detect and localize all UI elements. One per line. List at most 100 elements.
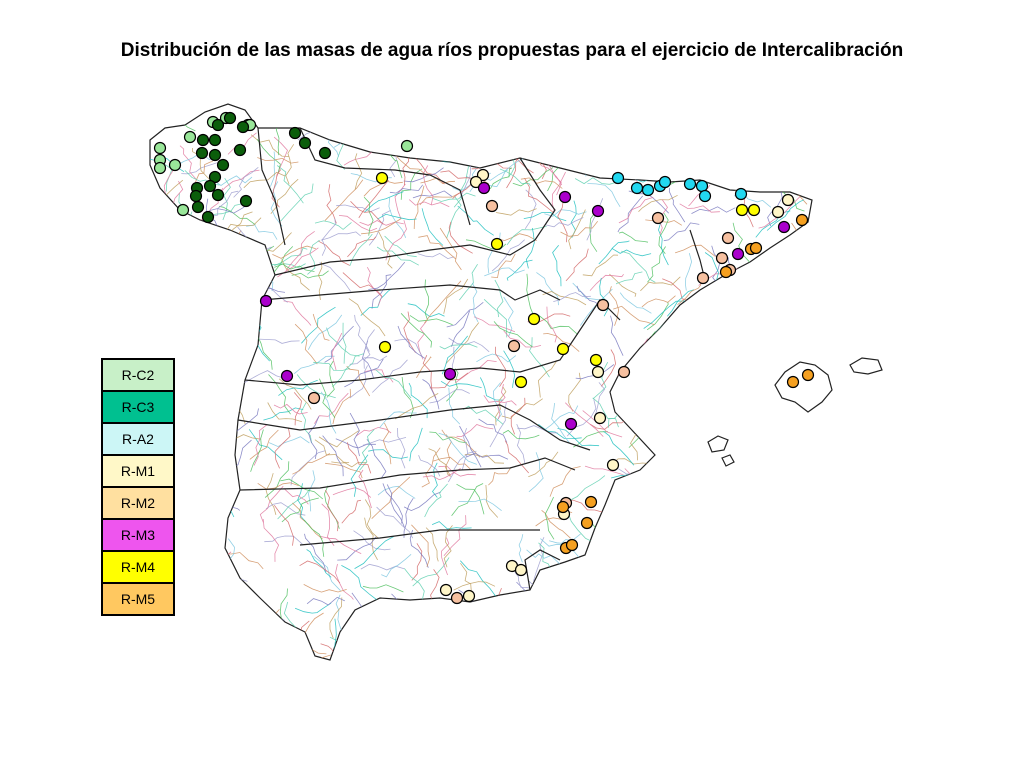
river-segment	[185, 371, 204, 403]
river-segment	[349, 412, 360, 457]
river-segment	[613, 458, 651, 465]
river-segment	[764, 543, 801, 574]
river-segment	[668, 463, 692, 479]
legend-label: R-A2	[122, 431, 154, 447]
river-segment	[479, 616, 508, 640]
river-segment	[253, 424, 268, 466]
river-segment	[336, 204, 380, 213]
river-segment	[271, 169, 282, 208]
river-segment	[727, 306, 759, 341]
river-segment	[369, 615, 385, 649]
river-segment	[175, 601, 198, 641]
legend-item-r-m5: R-M5	[103, 584, 173, 614]
river-segment	[274, 427, 291, 469]
site-marker-yellow	[556, 342, 570, 356]
river-segment	[814, 474, 839, 501]
river-segment	[233, 166, 259, 198]
river-segment	[294, 602, 332, 614]
river-segment	[490, 167, 513, 189]
river-segment	[727, 624, 765, 637]
river-segment	[456, 424, 494, 437]
site-marker-salmon	[715, 251, 729, 265]
river-segment	[265, 473, 277, 516]
river-segment	[506, 110, 542, 122]
river-segment	[617, 374, 633, 403]
river-segment	[364, 517, 378, 561]
river-segment	[776, 554, 812, 582]
river-segment	[190, 584, 211, 618]
river-segment	[484, 267, 525, 277]
site-marker-dark-green	[211, 118, 225, 132]
site-marker-dark-green	[318, 146, 332, 160]
river-segment	[344, 358, 384, 388]
river-segment	[319, 378, 336, 419]
river-segment	[484, 104, 503, 127]
site-marker-yellow	[514, 375, 528, 389]
river-segment	[307, 470, 316, 512]
site-marker-purple	[259, 294, 273, 308]
river-segment	[188, 553, 203, 592]
river-segment	[400, 313, 433, 348]
river-segment	[739, 629, 770, 660]
river-segment	[696, 470, 709, 511]
river-segment	[500, 649, 512, 660]
river-segment	[283, 488, 309, 505]
river-segment	[687, 335, 721, 359]
river-segment	[325, 462, 363, 479]
river-segment	[658, 212, 669, 254]
river-segment	[192, 148, 210, 180]
river-segment	[332, 487, 372, 498]
river-segment	[739, 362, 758, 405]
river-segment	[454, 359, 497, 384]
river-segment	[744, 442, 779, 466]
river-segment	[438, 432, 477, 465]
river-segment	[672, 357, 712, 372]
river-segment	[184, 277, 222, 285]
river-segment	[748, 449, 778, 481]
river-segment	[740, 308, 769, 339]
river-segment	[700, 602, 729, 632]
river-segment	[439, 227, 462, 271]
river-segment	[425, 527, 439, 562]
map-title: Distribución de las masas de agua ríos p…	[120, 40, 904, 61]
river-segment	[610, 315, 624, 356]
legend-label: R-M2	[120, 495, 156, 511]
river-segment	[722, 556, 766, 573]
river-segment	[598, 240, 630, 265]
river-segment	[618, 231, 649, 243]
river-segment	[478, 418, 508, 443]
river-segment	[303, 584, 347, 593]
river-segment	[408, 199, 450, 208]
river-segment	[711, 636, 753, 643]
river-segment	[353, 530, 391, 551]
river-segment	[503, 330, 542, 348]
site-marker-purple	[477, 181, 491, 195]
river-segment	[625, 147, 667, 170]
legend-item-r-m4: R-M4	[103, 552, 173, 584]
river-segment	[653, 533, 692, 544]
river-segment	[568, 209, 586, 250]
river-segment	[492, 382, 502, 422]
river-segment	[308, 416, 320, 459]
river-segment	[548, 152, 587, 166]
river-segment	[745, 408, 765, 449]
river-segment	[421, 447, 441, 488]
river-segment	[784, 582, 790, 620]
river-segment	[341, 104, 355, 106]
river-segment	[543, 333, 580, 352]
river-segment	[739, 277, 752, 318]
river-segment	[587, 620, 628, 636]
river-segment	[658, 636, 695, 660]
river-segment	[395, 638, 429, 655]
river-segment	[185, 555, 217, 582]
river-segment	[668, 187, 686, 223]
river-segment	[679, 203, 720, 213]
river-segment	[259, 485, 284, 523]
site-marker-dark-green	[201, 210, 215, 224]
river-segment	[331, 332, 343, 371]
river-segment	[627, 622, 668, 639]
river-segment	[191, 283, 225, 302]
river-segment	[506, 259, 533, 281]
site-marker-orange	[749, 241, 763, 255]
river-segment	[326, 327, 360, 357]
